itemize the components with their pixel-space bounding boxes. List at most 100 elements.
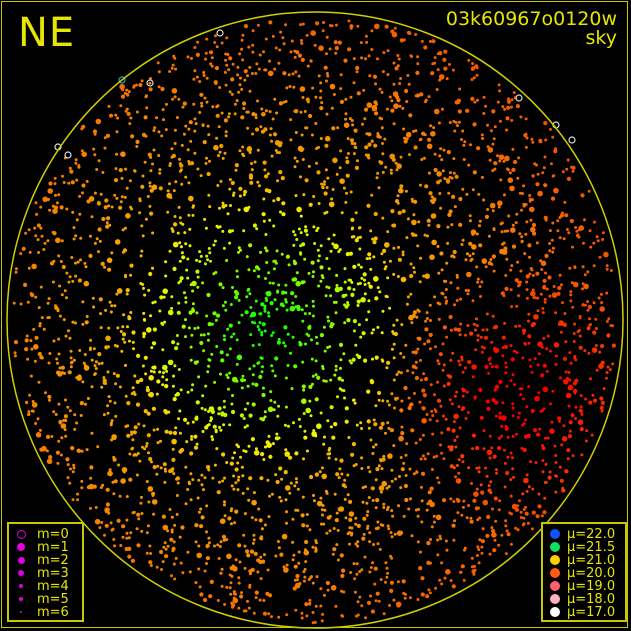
star-point [316,248,320,252]
star-point [445,548,449,552]
star-point [503,344,508,349]
star-point [130,430,134,434]
star-point [236,354,243,361]
star-point [126,433,131,438]
star-point [416,598,420,601]
star-point [292,553,296,557]
star-point [513,159,518,165]
star-point [64,334,68,338]
star-point [440,582,444,586]
star-point [386,524,390,528]
star-point [343,280,347,284]
star-point [509,542,513,546]
star-point [525,288,529,292]
star-point [476,338,480,342]
star-point [399,184,404,189]
star-point [192,77,196,81]
star-point [520,208,523,212]
star-point [392,82,396,86]
star-point [168,249,172,253]
star-point [264,174,269,179]
star-point [465,390,469,394]
star-point [315,229,319,233]
star-point [238,149,242,153]
star-point [156,464,160,468]
star-point [149,188,154,193]
star-point [545,369,549,373]
star-point [374,404,378,408]
star-point [541,171,545,175]
star-point [254,127,260,132]
star-point [36,238,40,242]
star-point [113,178,119,183]
star-point [251,402,256,407]
star-point [448,63,451,66]
star-point [163,320,167,324]
star-point [564,213,569,218]
star-point [442,148,446,152]
star-point [107,511,111,515]
star-point [440,431,444,435]
star-point [170,530,174,534]
star-point [389,171,393,175]
star-point [153,300,157,304]
star-point [525,473,529,477]
star-point [172,374,175,378]
star-point [366,102,373,108]
star-point [157,130,161,134]
star-point [164,260,168,264]
star-point [221,534,227,539]
star-point [170,295,174,299]
star-point [451,194,456,199]
star-point [233,112,237,116]
star-point [125,495,129,498]
star-point [508,511,512,515]
star-point [547,275,552,280]
star-point [442,363,446,367]
star-point [551,389,555,393]
star-point [262,160,267,165]
star-point [324,135,331,142]
star-point [101,216,106,222]
star-point [359,335,363,339]
star-point [478,243,483,248]
star-point [475,487,479,491]
star-point [431,39,436,44]
star-point [306,64,310,68]
star-point [140,512,144,515]
star-point [217,125,221,129]
star-point [258,375,262,379]
star-point [126,325,129,329]
star-point [301,158,305,161]
star-point [558,273,562,277]
star-point [414,129,418,133]
star-point [334,286,341,293]
star-point [239,594,244,599]
star-point [396,98,401,103]
star-point [253,551,258,556]
star-point [265,591,270,596]
star-point [226,553,232,560]
star-point [583,218,586,222]
star-point [141,364,145,368]
star-point [280,477,284,481]
star-point [260,333,264,337]
star-point [369,229,373,233]
star-point [242,193,246,197]
star-point [48,208,52,212]
star-point [136,353,141,358]
star-point [482,429,486,433]
star-point [584,397,588,401]
star-point [195,400,200,405]
star-point [69,365,73,369]
star-point [574,405,578,409]
star-point [268,133,272,137]
star-point [105,335,111,342]
star-point [115,152,119,156]
star-point [291,301,295,305]
star-point [524,232,528,236]
star-point [449,579,453,583]
star-point [129,311,133,314]
star-point [386,230,390,234]
